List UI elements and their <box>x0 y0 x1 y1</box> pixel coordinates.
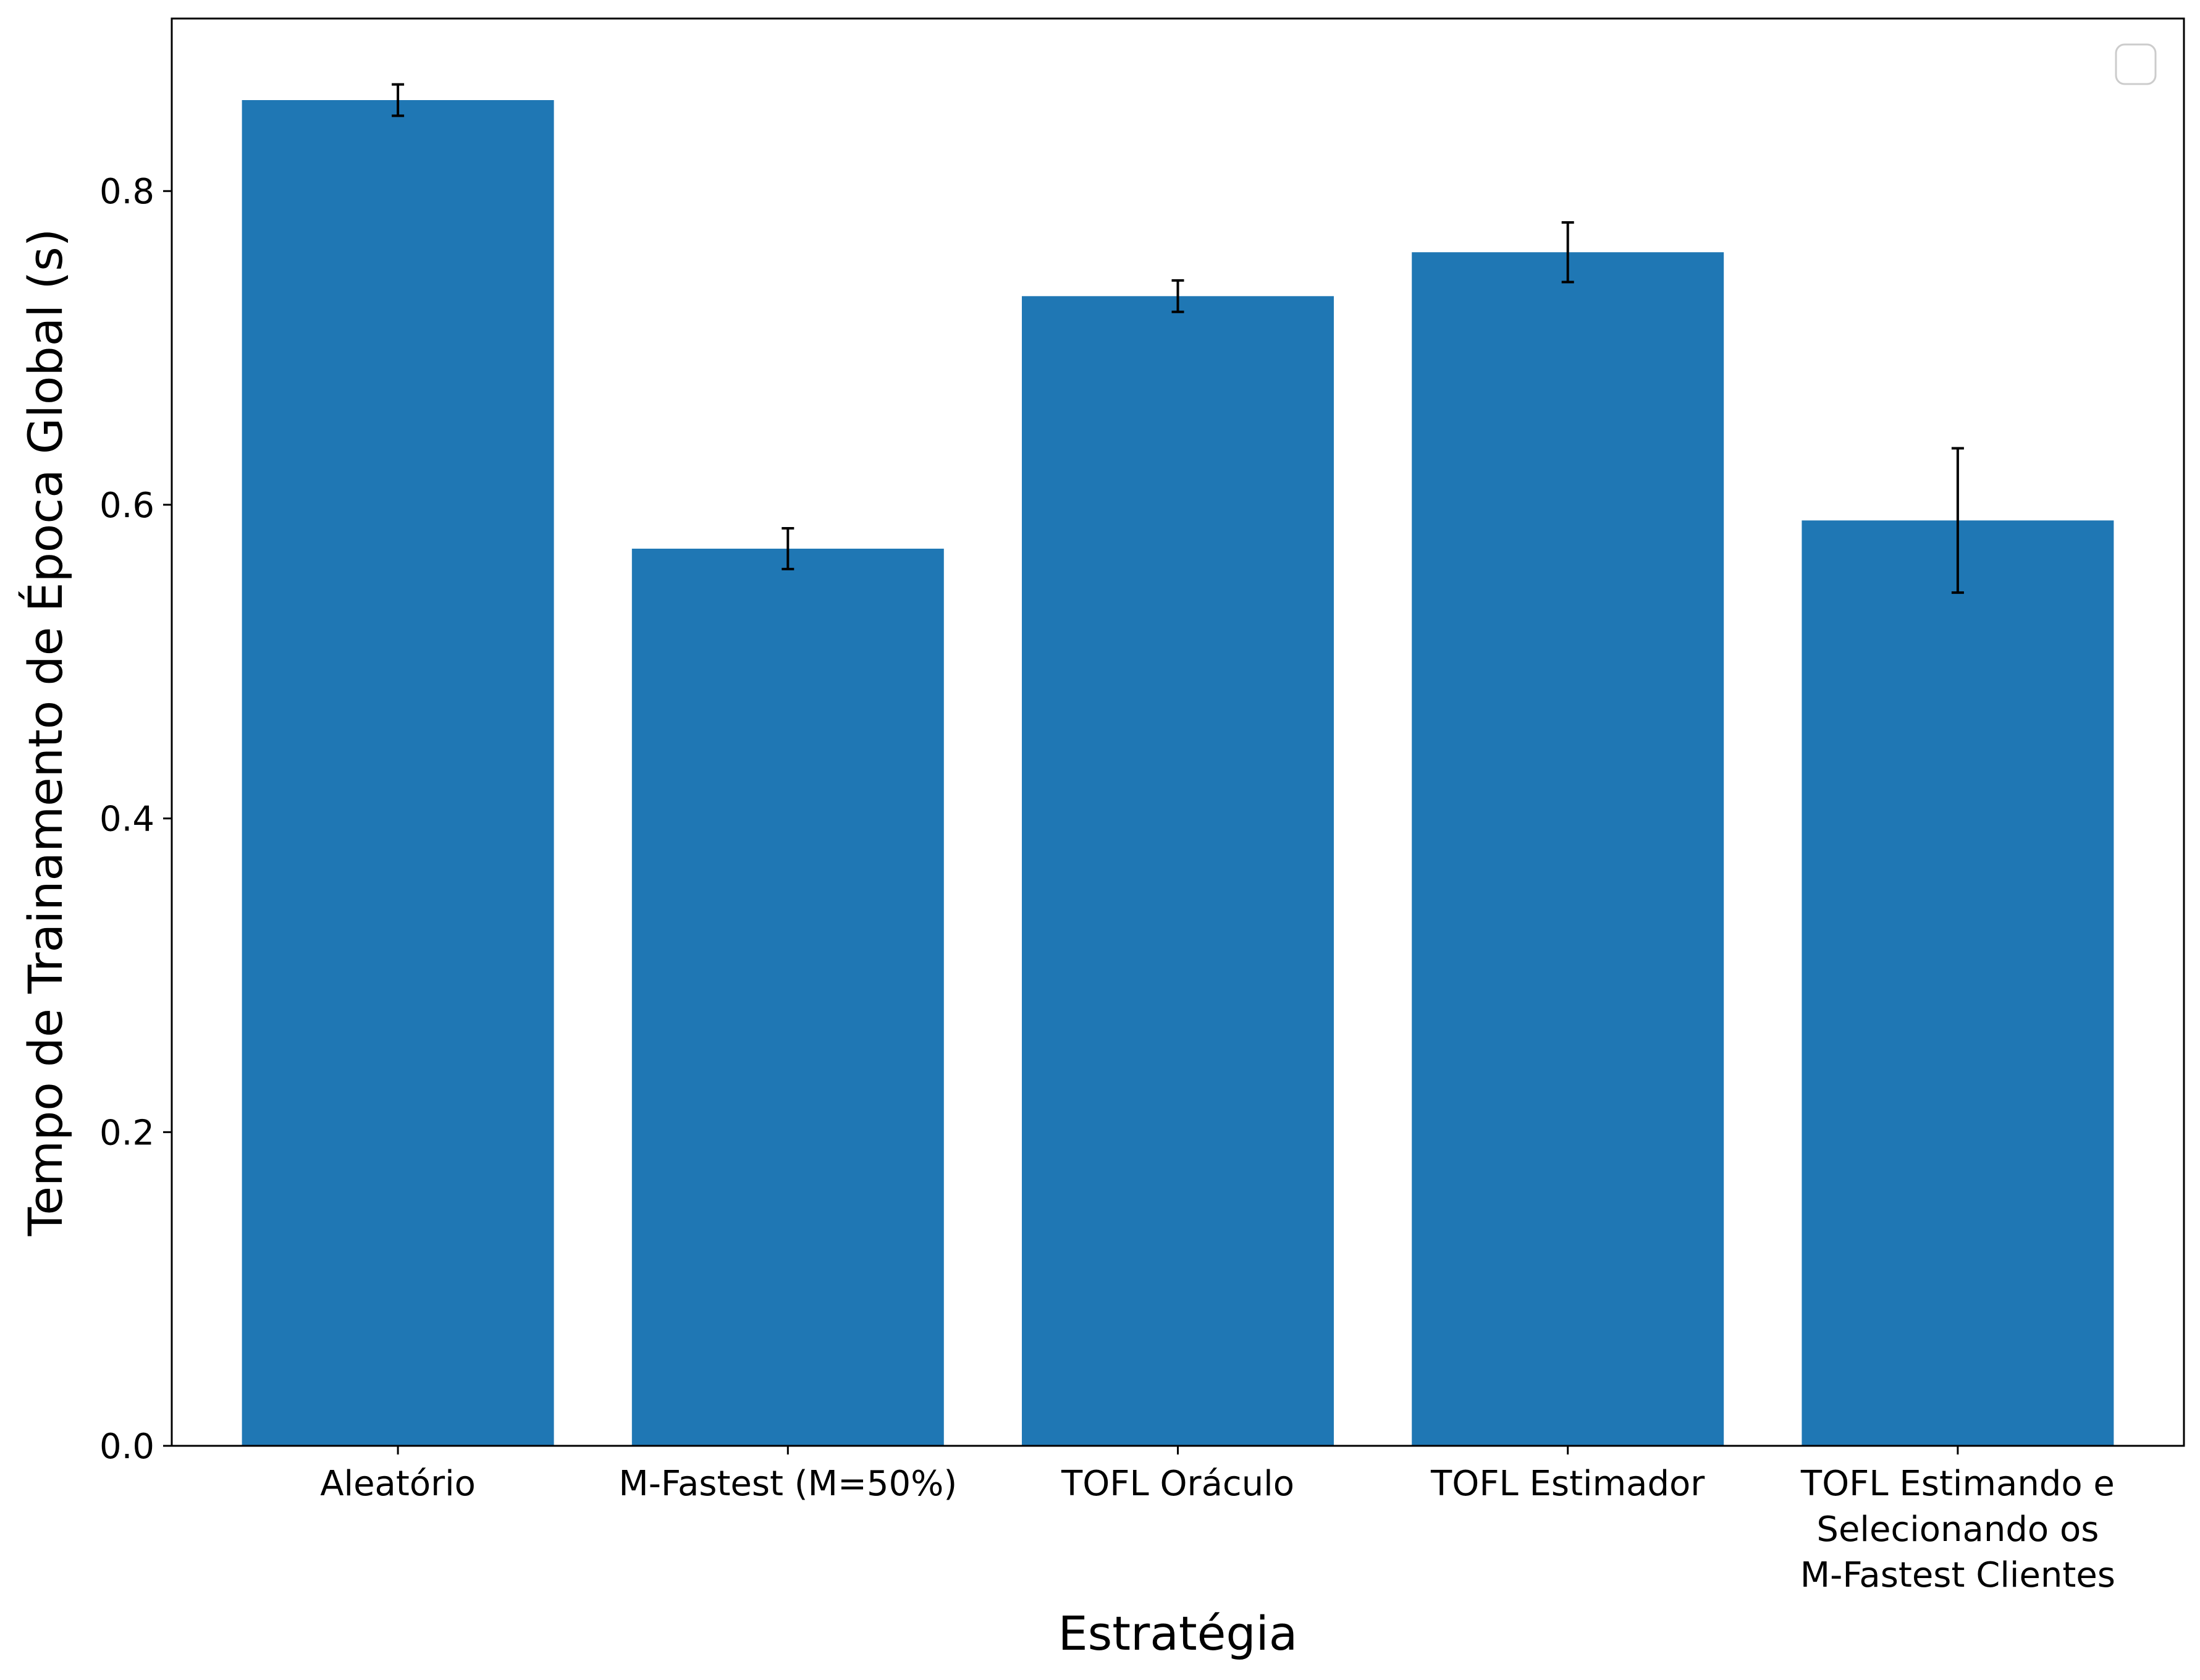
y-tick-label-5: 0.8 <box>99 172 154 212</box>
x-tick-label-line: TOFL Oráculo <box>1061 1464 1294 1504</box>
y-tick-label-1: 0.0 <box>99 1427 154 1467</box>
bar-5 <box>1802 520 2114 1446</box>
y-tick-label-2: 0.2 <box>99 1113 154 1153</box>
bar-2 <box>631 549 944 1446</box>
x-tick-label-1: Aleatório <box>320 1464 476 1504</box>
bar-3 <box>1022 296 1334 1446</box>
x-axis-label: Estratégia <box>1058 1606 1298 1661</box>
legend-box <box>2115 43 2157 85</box>
x-tick-label-line: TOFL Estimando e <box>1800 1464 2115 1504</box>
x-tick-label-5: TOFL Estimando e Selecionando os M-Fastest… <box>1800 1464 2115 1595</box>
y-axis-label: Tempo de Trainamento de Época Global (s) <box>18 229 73 1237</box>
y-tick-label-3: 0.4 <box>99 800 154 840</box>
x-tick-label-line: Selecionando os <box>1816 1509 2099 1550</box>
x-tick-label-line: Aleatório <box>320 1464 476 1504</box>
bars-group <box>242 100 2114 1446</box>
x-tick-label-4: TOFL Estimador <box>1430 1464 1705 1504</box>
x-tick-label-3: TOFL Oráculo <box>1061 1464 1294 1504</box>
y-axis: 0.0 0.2 0.4 0.6 0.8 <box>99 172 172 1467</box>
x-tick-label-line: M-Fastest Clientes <box>1800 1555 2115 1595</box>
x-tick-label-2: M-Fastest (M=50%) <box>618 1464 957 1504</box>
x-tick-label-line: TOFL Estimador <box>1430 1464 1705 1504</box>
bar-4 <box>1412 252 1724 1446</box>
x-tick-label-line: M-Fastest (M=50%) <box>618 1464 957 1504</box>
bar-1 <box>242 100 554 1446</box>
x-axis: Aleatório M-Fastest (M=50%) TOFL Oráculo TO… <box>320 1446 2115 1595</box>
y-tick-label-4: 0.6 <box>99 486 154 526</box>
error-bars-group <box>392 83 1964 594</box>
